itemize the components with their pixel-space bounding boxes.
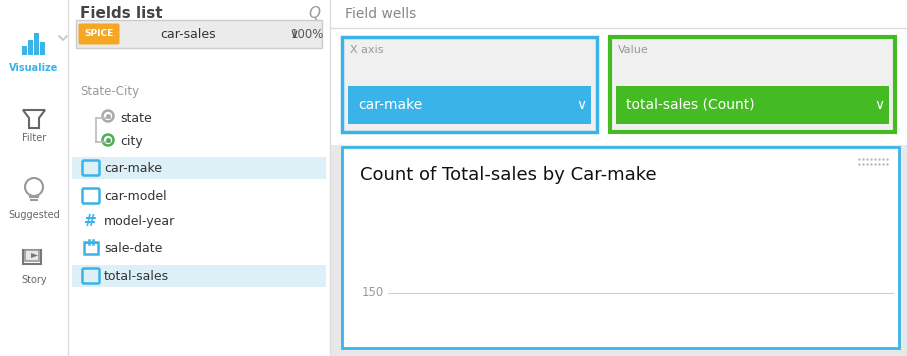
Text: Filter: Filter	[22, 133, 46, 143]
Bar	[330, 145, 907, 356]
Bar	[72, 157, 326, 179]
FancyBboxPatch shape	[25, 250, 39, 261]
Text: #: #	[83, 215, 96, 230]
Text: car-model: car-model	[104, 189, 167, 203]
Text: ∨: ∨	[289, 27, 298, 41]
Text: 100%: 100%	[290, 27, 324, 41]
Text: ∨: ∨	[576, 98, 586, 112]
FancyBboxPatch shape	[342, 147, 899, 348]
Bar	[330, 0, 907, 145]
Text: ∨: ∨	[874, 98, 884, 112]
Text: Story: Story	[21, 275, 47, 285]
Bar	[22, 46, 27, 55]
Bar	[40, 42, 45, 55]
Text: 150: 150	[362, 287, 384, 299]
FancyBboxPatch shape	[79, 23, 120, 44]
FancyBboxPatch shape	[348, 86, 591, 124]
Text: state: state	[120, 111, 151, 125]
Bar	[76, 20, 322, 48]
Bar	[0, 0, 68, 356]
Text: State-City: State-City	[80, 85, 139, 99]
Text: car-make: car-make	[358, 98, 423, 112]
Bar	[68, 0, 330, 356]
Text: car-make: car-make	[104, 162, 162, 174]
Polygon shape	[31, 253, 38, 258]
Text: Visualize: Visualize	[9, 63, 59, 73]
FancyBboxPatch shape	[610, 37, 895, 132]
Text: Value: Value	[618, 45, 649, 55]
Text: sale-date: sale-date	[104, 241, 162, 255]
Text: SPICE: SPICE	[84, 30, 113, 38]
Text: Field wells: Field wells	[345, 7, 416, 21]
Text: Q: Q	[308, 6, 320, 21]
Text: Count of Total-sales by Car-make: Count of Total-sales by Car-make	[360, 166, 657, 184]
Bar	[28, 40, 33, 55]
FancyBboxPatch shape	[616, 86, 889, 124]
Bar	[72, 265, 326, 287]
Text: Fields list: Fields list	[80, 6, 162, 21]
Text: total-sales (Count): total-sales (Count)	[626, 98, 755, 112]
FancyBboxPatch shape	[342, 37, 597, 132]
Text: city: city	[120, 136, 142, 148]
Text: car-sales: car-sales	[161, 27, 216, 41]
Text: X axis: X axis	[350, 45, 384, 55]
Bar	[34, 33, 39, 55]
Text: model-year: model-year	[104, 215, 175, 229]
Text: Suggested: Suggested	[8, 210, 60, 220]
Text: total-sales: total-sales	[104, 269, 169, 283]
